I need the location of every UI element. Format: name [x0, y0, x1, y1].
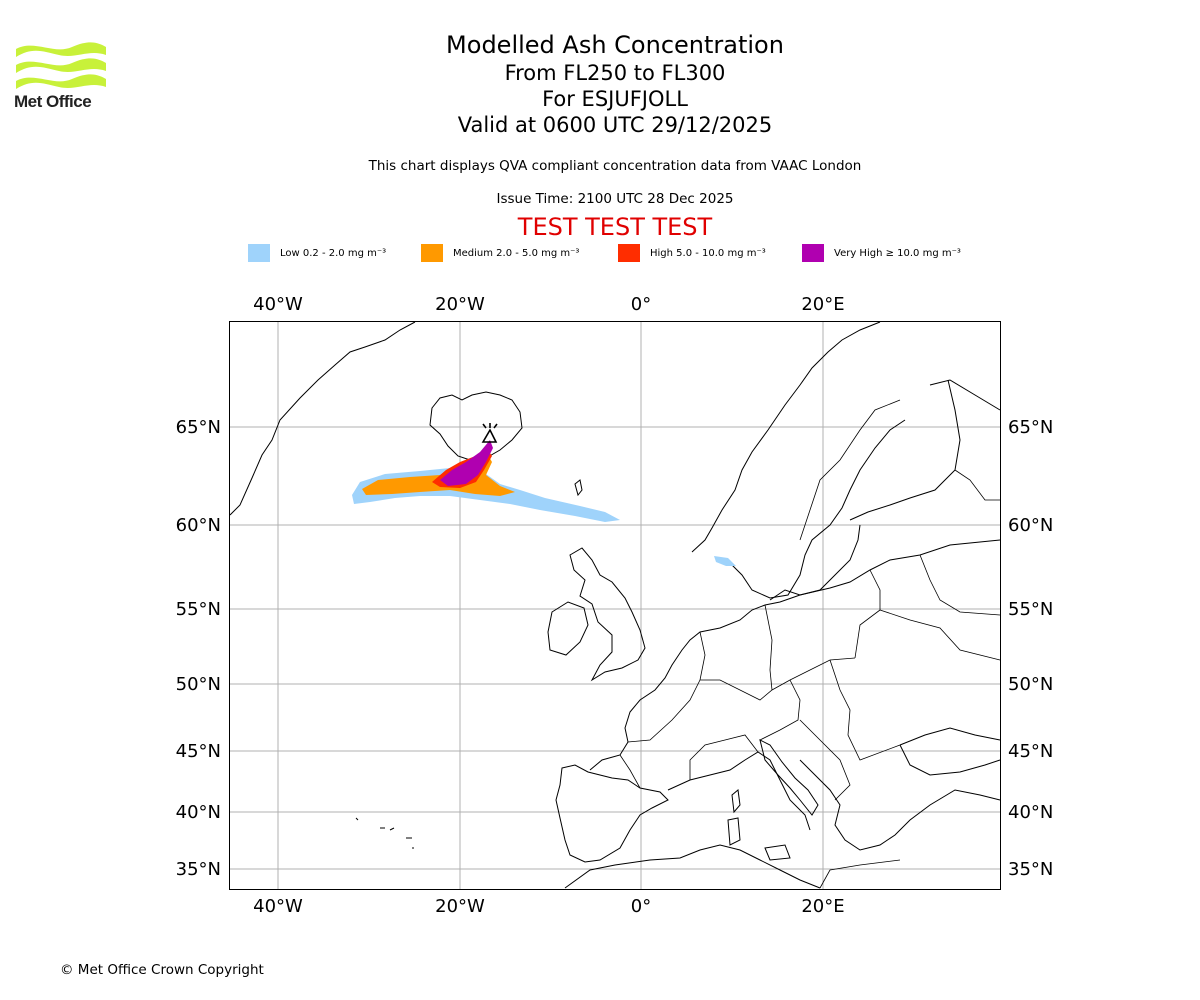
- corsica-coast: [731, 789, 741, 814]
- legend-swatch-high: [618, 244, 640, 262]
- volcano-marker: [481, 423, 498, 443]
- north-africa-coast: [564, 844, 821, 889]
- lat-label-right-35n: 35°N: [1008, 859, 1053, 880]
- legend-high: High 5.0 - 10.0 mg m⁻³: [618, 244, 766, 262]
- ash-low-patch: [714, 556, 736, 566]
- lat-label-left-50n: 50°N: [176, 674, 221, 695]
- coastlines: [229, 321, 1001, 889]
- italy-coast: [759, 739, 819, 816]
- lon-label-top-0: 0°: [631, 294, 651, 315]
- lat-label-left-35n: 35°N: [176, 859, 221, 880]
- europe-west-coast: [589, 539, 1001, 771]
- legend-swatch-very-high: [802, 244, 824, 262]
- lat-label-right-55n: 55°N: [1008, 599, 1053, 620]
- map-frame: [229, 321, 1001, 890]
- valid-time: Valid at 0600 UTC 29/12/2025: [457, 113, 773, 137]
- lon-labels-top: 40°W 20°W 0° 20°E: [253, 294, 844, 315]
- test-banner: TEST TEST TEST: [517, 213, 713, 241]
- legend-swatch-medium: [421, 244, 443, 262]
- sicily-coast: [764, 844, 791, 861]
- lat-label-left-40n: 40°N: [176, 802, 221, 823]
- lon-label-bottom-20e: 20°E: [801, 896, 844, 917]
- copyright-notice: © Met Office Crown Copyright: [60, 962, 264, 978]
- baltic-coast: [769, 524, 861, 601]
- legend-very-high: Very High ≥ 10.0 mg m⁻³: [802, 244, 961, 262]
- lon-label-bottom-0: 0°: [631, 896, 651, 917]
- iberia-coast: [555, 764, 669, 863]
- lat-label-left-65n: 65°N: [176, 417, 221, 438]
- issue-time: Issue Time: 2100 UTC 28 Dec 2025: [496, 191, 734, 207]
- lat-label-right-45n: 45°N: [1008, 741, 1053, 762]
- iceland-coast: [429, 391, 523, 461]
- azores-islands: [355, 817, 414, 849]
- graticule: [230, 322, 1000, 889]
- flight-level-range: From FL250 to FL300: [504, 61, 726, 85]
- volcano-name: For ESJUFJOLL: [542, 87, 688, 111]
- lat-label-left-60n: 60°N: [176, 515, 221, 536]
- met-office-logo-text: Met Office: [14, 92, 92, 111]
- lon-label-top-20e: 20°E: [801, 294, 844, 315]
- balkans-coast: [799, 759, 1001, 851]
- legend-label-very-high: Very High ≥ 10.0 mg m⁻³: [834, 247, 961, 259]
- ireland-coast: [547, 601, 589, 656]
- chart-title-block: Modelled Ash Concentration From FL250 to…: [315, 30, 915, 138]
- lat-labels-right: 65°N 60°N 55°N 50°N 45°N 40°N 35°N: [1008, 417, 1053, 880]
- lat-label-right-50n: 50°N: [1008, 674, 1053, 695]
- lon-label-bottom-20w: 20°W: [435, 896, 485, 917]
- lon-label-top-20w: 20°W: [435, 294, 485, 315]
- chart-description: This chart displays QVA compliant concen…: [368, 158, 862, 174]
- chart-title: Modelled Ash Concentration: [446, 31, 784, 59]
- greenland-coast: [229, 321, 416, 516]
- lat-label-right-65n: 65°N: [1008, 417, 1053, 438]
- lon-labels-bottom: 40°W 20°W 0° 20°E: [253, 896, 844, 917]
- met-office-logo: [16, 42, 106, 89]
- kola-coast: [929, 379, 1001, 411]
- lat-label-right-40n: 40°N: [1008, 802, 1053, 823]
- legend-label-medium: Medium 2.0 - 5.0 mg m⁻³: [453, 247, 580, 259]
- lon-label-top-40w: 40°W: [253, 294, 303, 315]
- legend-low: Low 0.2 - 2.0 mg m⁻³: [248, 244, 386, 262]
- lat-label-left-45n: 45°N: [176, 741, 221, 762]
- legend-swatch-low: [248, 244, 270, 262]
- black-sea-coast: [899, 727, 1001, 776]
- norway-coast: [691, 321, 881, 553]
- country-borders: [619, 399, 1001, 889]
- faroe-coast: [574, 479, 583, 497]
- lat-label-right-60n: 60°N: [1008, 515, 1053, 536]
- sardinia-coast: [727, 817, 741, 846]
- sweden-coast: [731, 419, 906, 599]
- ash-plume: [352, 440, 736, 566]
- britain-coast: [569, 547, 646, 682]
- legend-label-high: High 5.0 - 10.0 mg m⁻³: [650, 247, 766, 259]
- legend-label-low: Low 0.2 - 2.0 mg m⁻³: [280, 247, 387, 259]
- lat-labels-left: 65°N 60°N 55°N 50°N 45°N 40°N 35°N: [176, 417, 221, 880]
- med-north-coast: [667, 751, 811, 831]
- lon-label-bottom-40w: 40°W: [253, 896, 303, 917]
- lat-label-left-55n: 55°N: [176, 599, 221, 620]
- finland-coast: [849, 379, 961, 521]
- ash-very-high-plume: [440, 440, 493, 486]
- legend-medium: Medium 2.0 - 5.0 mg m⁻³: [421, 244, 579, 262]
